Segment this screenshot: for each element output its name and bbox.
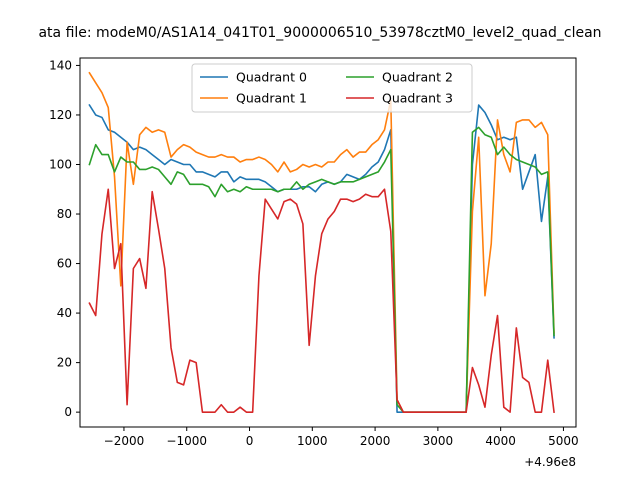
- x-tick-label: 2000: [360, 434, 391, 448]
- y-tick-label: 20: [57, 356, 72, 370]
- x-tick-label: −2000: [104, 434, 145, 448]
- y-tick-label: 80: [57, 207, 72, 221]
- y-tick-label: 40: [57, 306, 72, 320]
- y-axis-ticks: 0 20 40 60 80 100 120 140: [49, 58, 80, 419]
- y-tick-label: 120: [49, 108, 72, 122]
- y-tick-label: 100: [49, 157, 72, 171]
- x-axis-ticks: −2000 −1000 0 1000 2000 3000 4000 5000: [104, 427, 579, 448]
- legend-label-quadrant-2: Quadrant 2: [382, 70, 453, 85]
- x-tick-label: 1000: [297, 434, 328, 448]
- series-line-quadrant-3: [88, 188, 555, 414]
- series-line-quadrant-0: [88, 103, 555, 413]
- x-tick-label: 5000: [548, 434, 579, 448]
- legend-label-quadrant-0: Quadrant 0: [236, 70, 307, 85]
- y-tick-label: 60: [57, 257, 72, 271]
- x-tick-label: 3000: [423, 434, 454, 448]
- legend-label-quadrant-1: Quadrant 1: [236, 91, 307, 106]
- x-tick-label: 4000: [485, 434, 516, 448]
- legend-box: [191, 63, 473, 113]
- series-line-quadrant-2: [88, 126, 555, 413]
- chart-title: ata file: modeM0/AS1A14_041T01_900000651…: [38, 25, 601, 41]
- x-axis-offset-label: +4.96e8: [524, 455, 576, 469]
- x-tick-label: −1000: [166, 434, 207, 448]
- plot-area: [79, 57, 577, 428]
- y-tick-label: 140: [49, 58, 72, 72]
- x-tick-label: 0: [246, 434, 254, 448]
- series-line-quadrant-1: [88, 71, 555, 413]
- series-layer: [88, 71, 555, 414]
- legend: Quadrant 0 Quadrant 1 Quadrant 2 Quadrant 3: [191, 63, 473, 113]
- y-tick-label: 0: [64, 405, 72, 419]
- legend-label-quadrant-3: Quadrant 3: [382, 91, 453, 106]
